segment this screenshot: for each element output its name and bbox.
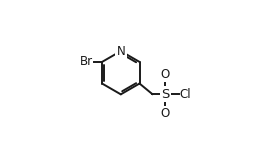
Text: N: N bbox=[117, 45, 125, 58]
Text: Cl: Cl bbox=[180, 88, 191, 101]
Text: O: O bbox=[160, 107, 170, 120]
Text: Br: Br bbox=[80, 55, 93, 68]
Text: O: O bbox=[160, 68, 170, 81]
Text: S: S bbox=[161, 88, 169, 101]
